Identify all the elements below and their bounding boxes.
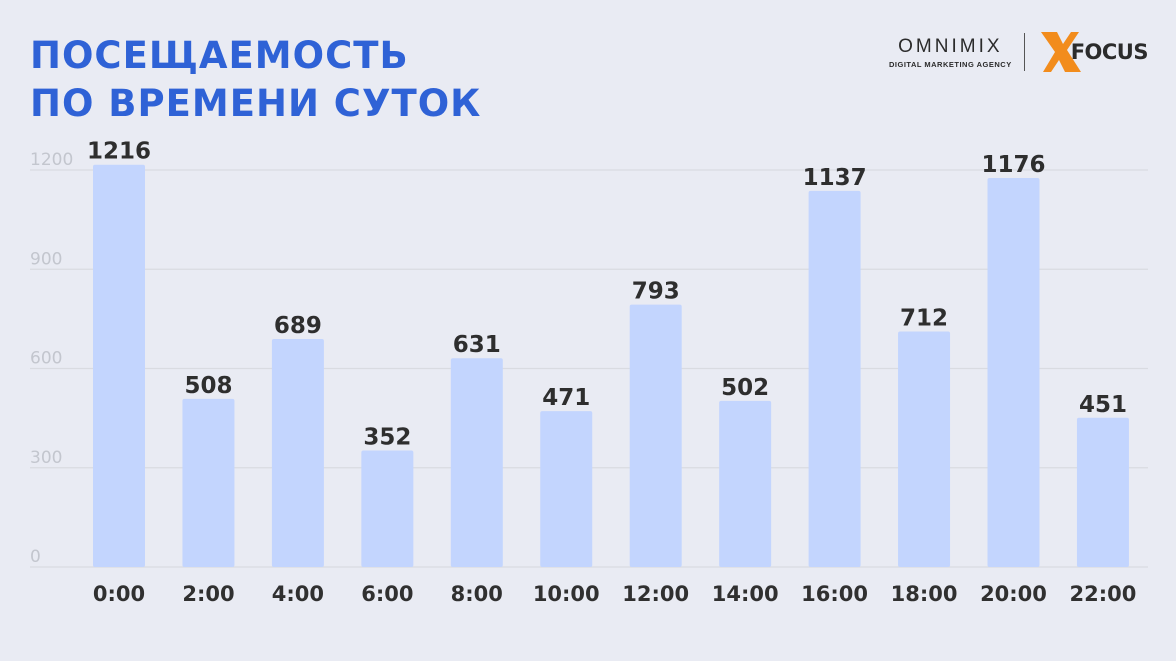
y-tick-label: 900 [30,249,62,269]
data-label: 793 [632,279,680,305]
y-tick-label: 0 [30,547,41,567]
bar [987,177,1040,567]
bar [93,164,145,567]
focus-name: FOCUS [1070,40,1149,64]
data-label: 712 [900,305,948,331]
bar [182,398,235,567]
data-label: 471 [542,385,590,411]
data-label: 1176 [981,152,1045,178]
x-tick-label: 2:00 [182,582,234,606]
x-tick-label: 8:00 [451,582,503,606]
omnimix-logo: OMNIMIX DIGITAL MARKETING AGENCY [889,36,1012,69]
brand-logos: OMNIMIX DIGITAL MARKETING AGENCY FOCUS [889,30,1149,74]
brand-divider [1023,33,1025,71]
focus-x-icon [1040,32,1081,72]
data-label: 502 [721,375,769,401]
bar [450,358,503,567]
omnimix-subtitle: DIGITAL MARKETING AGENCY [889,59,1012,69]
y-tick-label: 600 [30,349,62,369]
x-tick-label: 0:00 [93,582,145,606]
data-label: 352 [363,425,411,451]
omnimix-name: OMNIMIX [898,35,1003,57]
title-line-1: ПОСЕЩАЕМОСТЬ [30,34,409,77]
x-tick-label: 16:00 [801,582,868,606]
x-tick-label: 12:00 [622,582,689,606]
x-tick-label: 14:00 [712,582,779,606]
bar [271,339,324,567]
y-tick-label: 300 [30,448,62,468]
data-label: 451 [1079,392,1127,418]
bar [361,450,414,567]
title-line-2: ПО ВРЕМЕНИ СУТОК [30,82,482,125]
bar [808,190,861,567]
focus-logo: FOCUS [1037,30,1149,74]
bar [719,400,772,567]
data-label: 1137 [803,165,867,191]
bar [540,411,593,567]
data-label: 1216 [87,139,151,165]
bar [1076,417,1129,567]
x-tick-label: 18:00 [891,582,958,606]
data-label: 689 [274,313,322,339]
x-tick-label: 4:00 [272,582,324,606]
x-tick-label: 6:00 [361,582,413,606]
bar [898,331,951,567]
x-tick-label: 22:00 [1070,582,1137,606]
bar [629,304,682,567]
page-title: ПОСЕЩАЕМОСТЬ ПО ВРЕМЕНИ СУТОК [30,32,481,128]
x-tick-label: 10:00 [533,582,600,606]
data-label: 631 [453,332,501,358]
y-tick-label: 1200 [30,150,73,170]
data-label: 508 [184,373,232,399]
x-tick-label: 20:00 [980,582,1047,606]
